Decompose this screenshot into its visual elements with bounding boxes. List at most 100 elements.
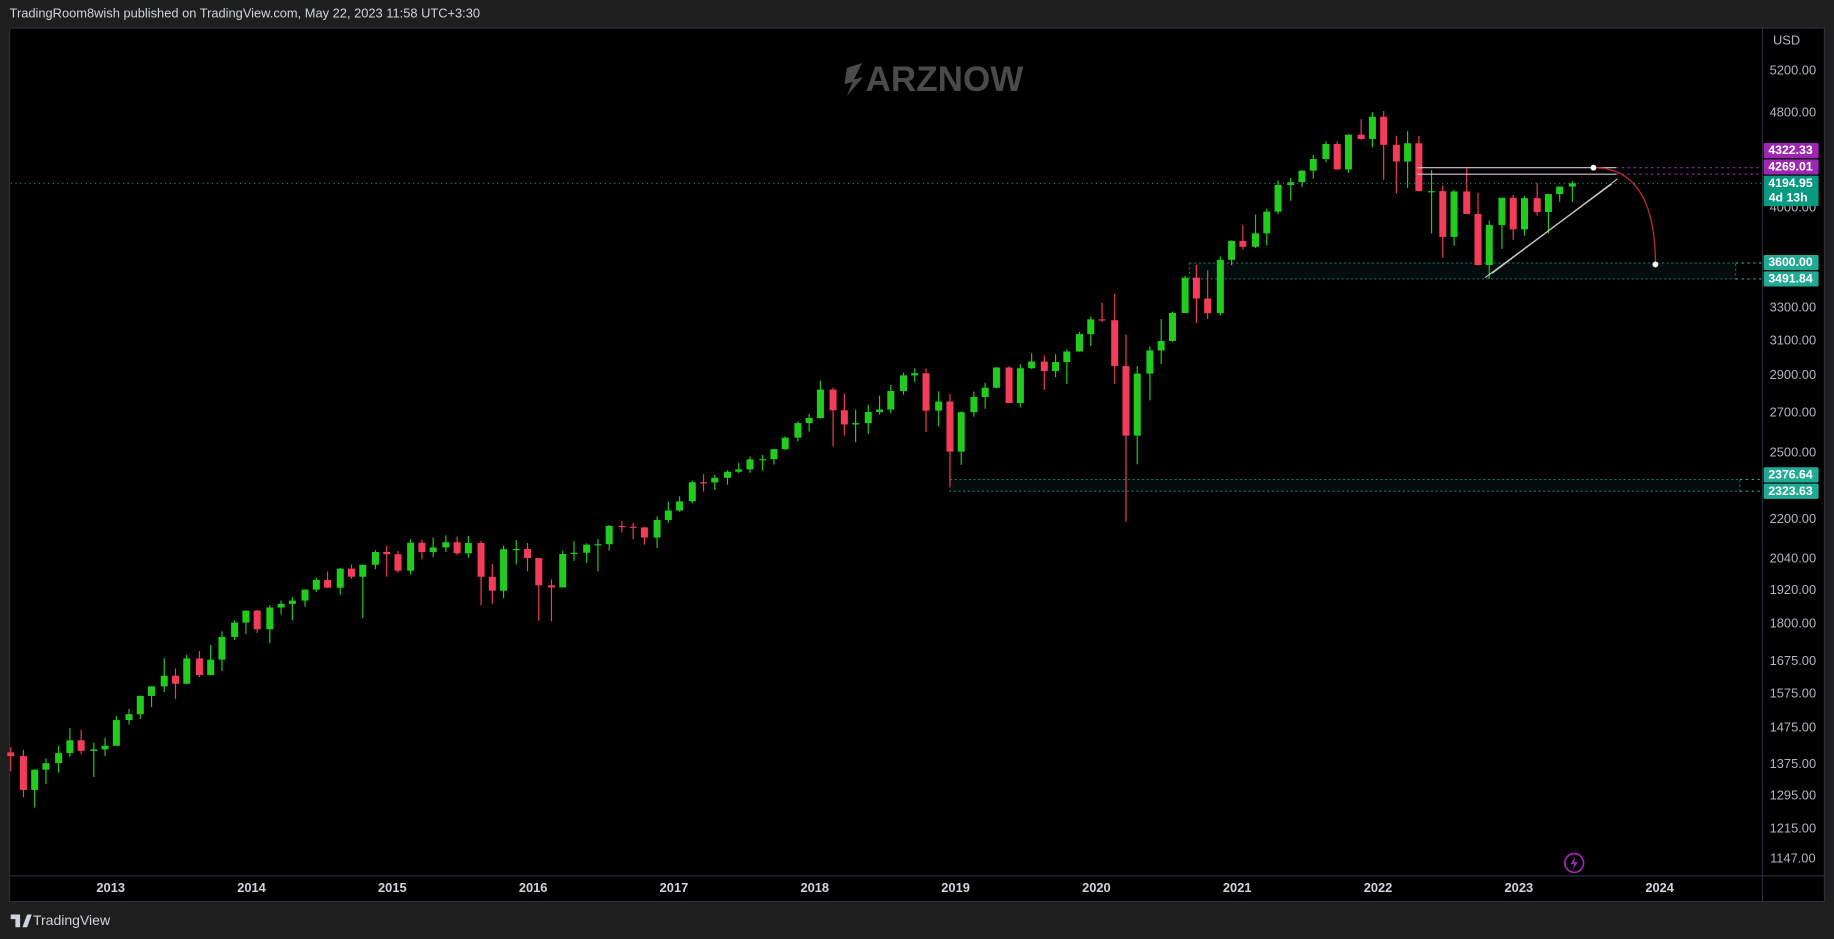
price-label: 3491.84 [1768, 271, 1813, 285]
candle-body [477, 542, 485, 577]
candle-body [160, 675, 168, 687]
candle-body [852, 423, 860, 425]
candle-body [1133, 373, 1141, 436]
candle-body [899, 375, 908, 392]
candle-body [781, 437, 789, 450]
candle-body [840, 410, 848, 425]
price-label: 4194.95 [1768, 176, 1813, 190]
candle-body [125, 714, 133, 721]
candle-body [805, 418, 813, 424]
y-tick-label: 1675.00 [1770, 653, 1816, 668]
candle-body [312, 579, 320, 590]
candle-body [253, 610, 261, 630]
price-label-box [1763, 483, 1819, 499]
zone [1188, 262, 1737, 280]
x-tick-label: 2013 [96, 880, 125, 895]
candle-body [7, 752, 15, 757]
chart-pane [8, 27, 1826, 903]
y-tick-label: 2040.00 [1770, 550, 1816, 565]
lightning-button[interactable] [1563, 852, 1585, 874]
candle-body [19, 756, 27, 790]
candle-body [1439, 191, 1447, 237]
candle-body [31, 769, 39, 790]
candle-body [453, 542, 461, 554]
y-tick-label: 2700.00 [1770, 404, 1816, 419]
candle-body [90, 749, 98, 751]
candle-body [42, 763, 50, 770]
candle-body [429, 547, 437, 552]
candle-body [876, 409, 884, 413]
brand-name: TradingView [33, 912, 111, 928]
x-tick-label: 2015 [378, 880, 407, 895]
y-tick-label: 1475.00 [1770, 720, 1816, 735]
candle-body [1498, 197, 1506, 226]
candle-body [1111, 320, 1119, 367]
candle-body [1544, 194, 1552, 213]
tradingview-logo[interactable]: TradingView [10, 912, 111, 928]
candle-body [1239, 240, 1247, 247]
candle-body [1428, 191, 1436, 193]
y-tick-label: 3300.00 [1770, 300, 1816, 315]
candle-body [1344, 134, 1352, 170]
candle-body [277, 603, 285, 608]
arc-point [1652, 261, 1659, 268]
price-label: 3600.00 [1768, 255, 1813, 269]
candle-body [1298, 170, 1306, 183]
price-label-box [1763, 271, 1819, 287]
candle-body [101, 745, 109, 750]
candle-body [829, 389, 837, 411]
candle-body [231, 622, 239, 637]
candle-body [1181, 277, 1189, 313]
candle-body [770, 449, 778, 460]
y-tick-label: 2200.00 [1770, 511, 1816, 526]
y-tick-label: 1920.00 [1770, 582, 1816, 597]
plot [7, 110, 1763, 808]
candle-body [935, 401, 943, 411]
price-label: 4269.01 [1768, 159, 1813, 173]
candle-body [1016, 368, 1024, 404]
candle-body [1040, 361, 1048, 372]
price-label-box [1763, 467, 1819, 483]
candle-body [1228, 240, 1236, 260]
candle-body [394, 554, 402, 571]
y-tick-label: 1375.00 [1770, 756, 1816, 771]
y-tick-label: 1295.00 [1770, 787, 1816, 802]
arc-projection [1593, 167, 1657, 265]
candle-body [664, 510, 672, 520]
candle-body [1216, 259, 1224, 314]
candle-body [77, 740, 85, 751]
trend-line [1491, 178, 1618, 274]
publish-info: TradingRoom8wish published on TradingVie… [10, 5, 480, 20]
candle-body [922, 373, 930, 411]
x-tick-label: 2017 [660, 880, 689, 895]
y-tick-label: 1800.00 [1770, 616, 1816, 631]
x-tick-label: 2016 [519, 880, 548, 895]
candle-body [418, 542, 426, 552]
candle-body [524, 548, 532, 559]
candle-body [700, 482, 708, 484]
candle-body [1028, 361, 1036, 369]
candle-body [746, 459, 754, 470]
price-label-box [1763, 142, 1819, 159]
candle-body [148, 686, 156, 696]
x-tick-label: 2022 [1364, 880, 1393, 895]
candle-body [242, 610, 250, 623]
candle-body [1052, 362, 1060, 372]
candle-body [1146, 350, 1154, 374]
candle-body [981, 387, 989, 398]
candle-body [1404, 143, 1412, 162]
candle-body [359, 564, 367, 577]
x-tick-label: 2023 [1505, 880, 1534, 895]
candle-body [512, 548, 520, 551]
candle-body [324, 579, 332, 588]
candle-body [1087, 319, 1095, 335]
candle-body [442, 542, 450, 548]
candle-body [1380, 116, 1388, 145]
candle-body [1252, 233, 1260, 247]
candle-body [1509, 197, 1517, 230]
candle-body [1520, 198, 1528, 230]
candle-body [535, 558, 543, 586]
candle-body [1309, 159, 1317, 171]
watermark-text: ARZNOW [866, 60, 1025, 99]
x-tick-label: 2018 [800, 880, 829, 895]
